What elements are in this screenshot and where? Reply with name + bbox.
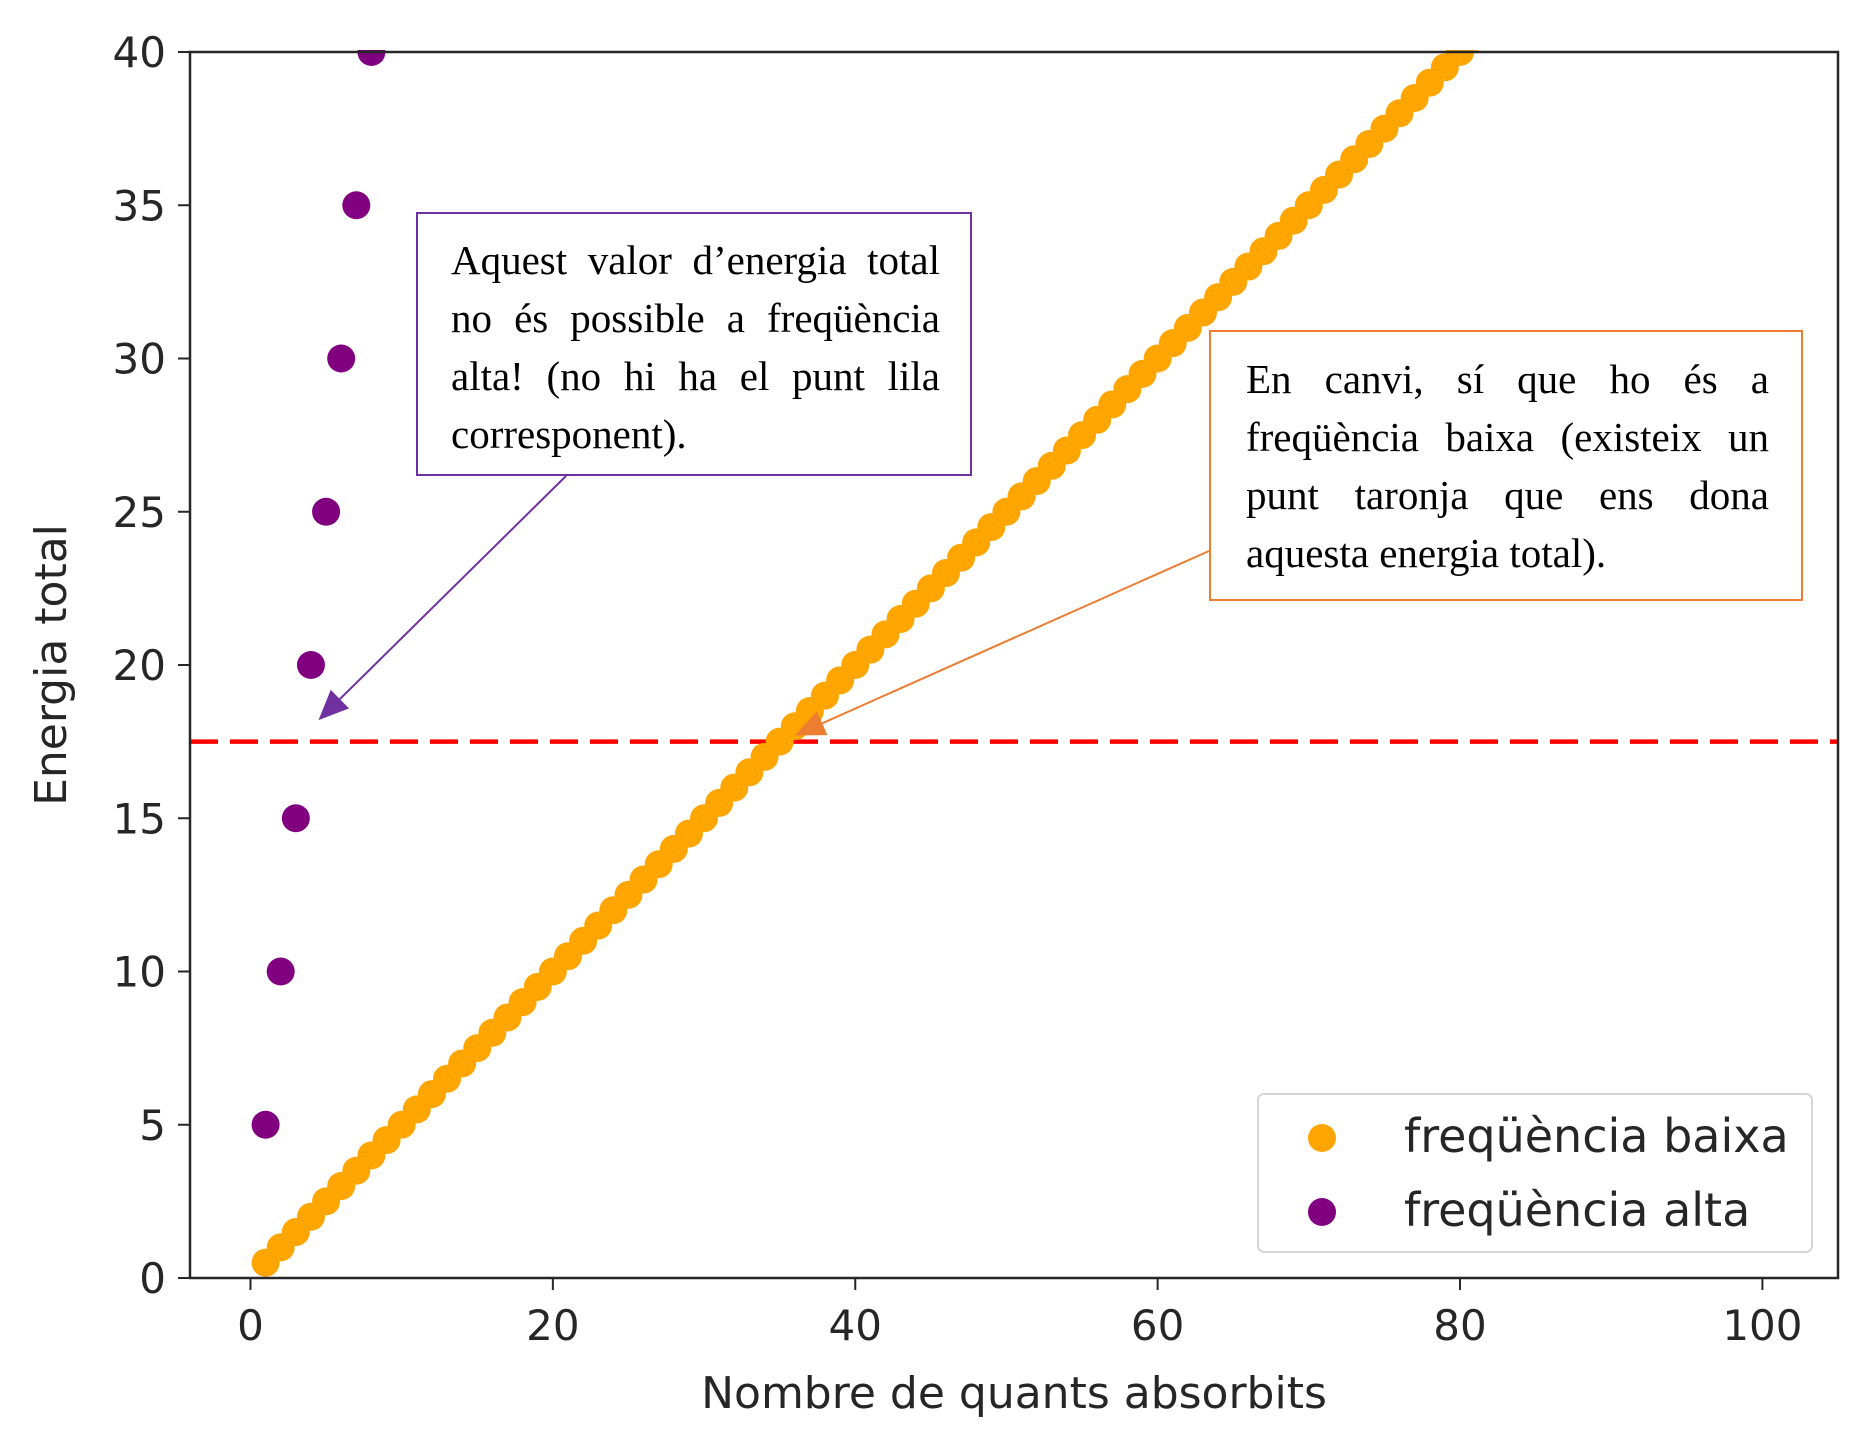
point-freq-alta <box>357 50 386 66</box>
y-tick-label: 0 <box>139 1254 166 1303</box>
x-tick-label: 20 <box>526 1301 579 1350</box>
series-freq-baixa <box>251 7 1504 1277</box>
y-tick-label: 20 <box>113 641 166 690</box>
x-tick-label: 100 <box>1722 1301 1802 1350</box>
y-tick-label: 5 <box>139 1101 166 1150</box>
legend-marker-freq-baixa <box>1308 1124 1336 1152</box>
legend: freqüència baixa freqüència alta <box>1257 1093 1813 1253</box>
point-freq-alta <box>342 191 371 220</box>
x-tick-label: 80 <box>1433 1301 1486 1350</box>
x-axis-label: Nombre de quants absorbits <box>701 1368 1327 1419</box>
x-tick-label: 40 <box>829 1301 882 1350</box>
x-tick-label: 60 <box>1131 1301 1184 1350</box>
legend-label-freq-alta: freqüència alta <box>1404 1183 1750 1237</box>
y-tick-label: 30 <box>113 335 166 384</box>
arrow-low-head <box>794 711 828 736</box>
point-freq-alta <box>296 651 325 679</box>
point-freq-alta <box>251 1110 280 1139</box>
point-freq-baixa <box>1446 50 1475 66</box>
legend-box <box>1257 1093 1813 1253</box>
y-tick-label: 25 <box>113 488 166 537</box>
point-freq-alta <box>281 804 310 833</box>
arrow-high-shaft <box>339 475 567 700</box>
y-tick-label: 15 <box>113 794 166 843</box>
arrow-low-shaft <box>821 550 1210 725</box>
point-freq-alta <box>266 957 295 986</box>
y-tick-label: 10 <box>113 948 166 997</box>
annotation-high-frequency: Aquest valor d’energia total no és possi… <box>416 212 972 476</box>
legend-label-freq-baixa: freqüència baixa <box>1404 1109 1789 1163</box>
point-freq-baixa <box>1476 7 1504 35</box>
y-axis-label: Energia total <box>26 524 77 806</box>
x-tick-label: 0 <box>237 1301 264 1350</box>
annotation-low-frequency: En canvi, sí que ho és a freqüència baix… <box>1209 330 1803 601</box>
arrow-high-head <box>318 689 349 721</box>
y-tick-label: 35 <box>113 181 166 230</box>
series-freq-alta <box>251 50 386 1139</box>
point-freq-alta <box>312 497 341 526</box>
point-freq-alta <box>327 344 356 373</box>
point-freq-baixa <box>1470 50 1480 51</box>
legend-marker-freq-alta <box>1308 1198 1336 1226</box>
y-tick-label: 40 <box>113 28 166 77</box>
